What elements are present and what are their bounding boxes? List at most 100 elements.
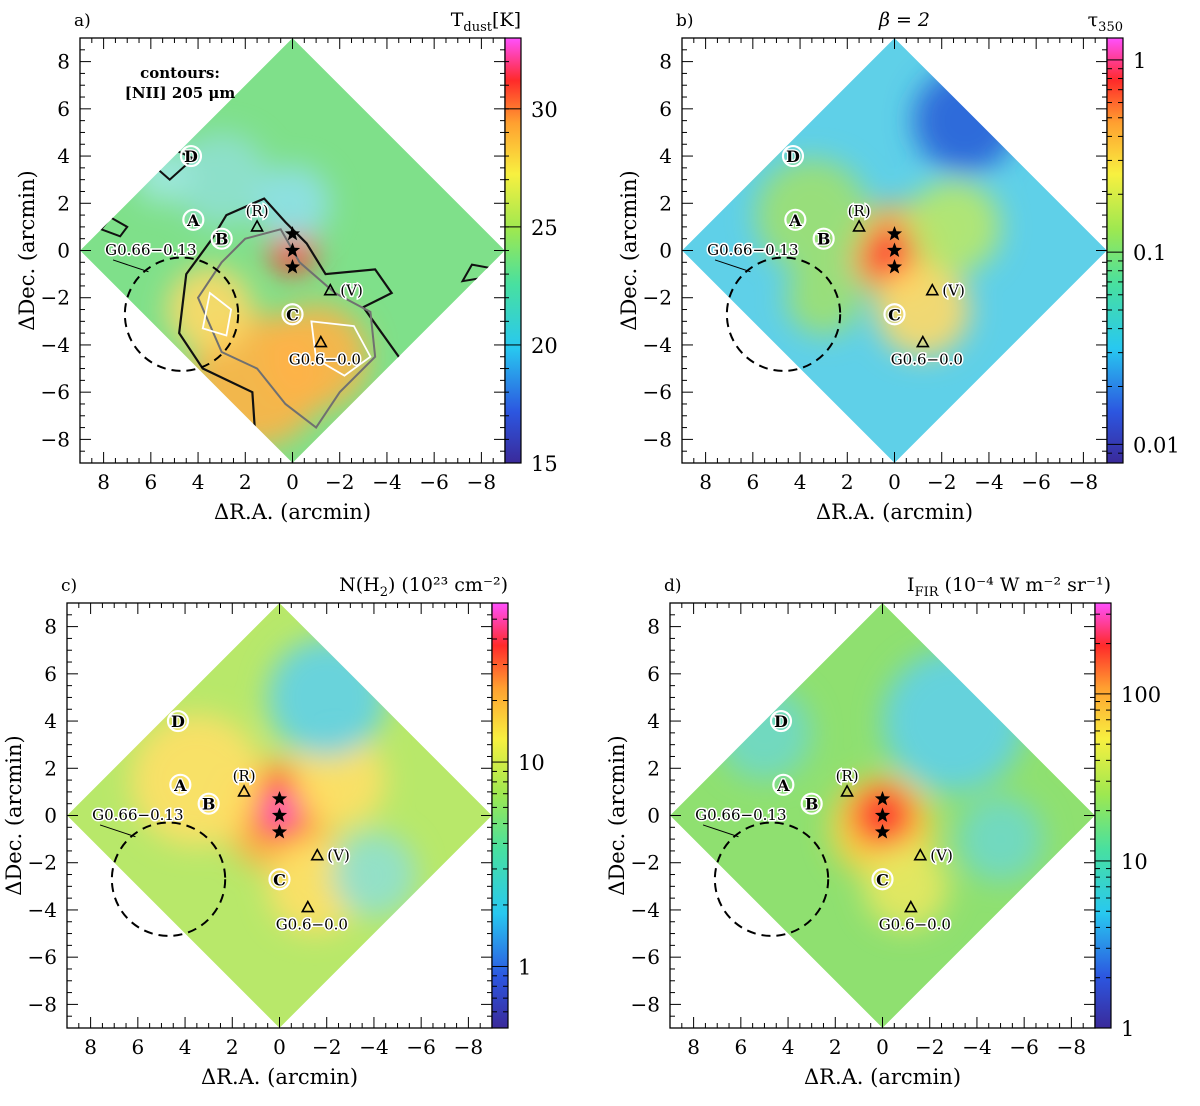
region-circle (713, 821, 830, 937)
emission-blob (863, 843, 949, 929)
panel-b: 8 6 4 2 0 −2 −4 −6 −8 8 6 4 2 0 −2 −4 −6 −8 ΔR.A. (arcmin)… (617, 9, 1180, 524)
map-emission (134, 132, 369, 447)
circle-leader-line (99, 824, 136, 838)
x-tick-label: 2 (239, 470, 252, 494)
x-tick-label: −6 (406, 1035, 435, 1059)
x-tick-label: −8 (467, 470, 496, 494)
panel-label: a) (74, 11, 91, 31)
source-label: B (817, 230, 831, 249)
x-tick-label: −4 (372, 470, 401, 494)
triangle-label: G0.6−0.0 (276, 916, 348, 934)
colorbar-ticks (1095, 613, 1111, 1029)
x-tick-label: −4 (359, 1035, 388, 1059)
x-tick-label: 0 (876, 1035, 889, 1059)
y-tick-label: 8 (57, 50, 70, 74)
emission-blob (134, 146, 191, 204)
x-tick-label: −8 (1069, 470, 1098, 494)
triangle-label: (V) (930, 847, 953, 865)
x-tick-label: −2 (325, 470, 354, 494)
y-tick-label: −8 (643, 427, 672, 451)
triangle-marker (925, 282, 940, 296)
panel-c: 8 6 4 2 0 −2 −4 −6 −8 8 6 4 2 0 −2 −4 −6 −8 ΔR.A. (arcmin)… (2, 574, 545, 1089)
triangle-marker (903, 899, 918, 913)
y-tick-label: −8 (28, 992, 57, 1016)
triangle-label: (V) (340, 282, 363, 300)
y-tick-label: 4 (44, 709, 57, 733)
panel-label: c) (61, 576, 77, 596)
panel-title: Tdust[K] (451, 9, 521, 35)
y-tick-label: 4 (57, 144, 70, 168)
emission-blob (254, 165, 331, 242)
star-marker (284, 226, 301, 241)
x-axis-label: ΔR.A. (arcmin) (214, 500, 371, 524)
y-tick-label: −2 (41, 286, 70, 310)
star-marker (271, 791, 288, 806)
x-tick-label: −2 (927, 470, 956, 494)
x-tick-label: −8 (454, 1035, 483, 1059)
colorbar-tick-label: 15 (531, 452, 558, 476)
source-label: D (774, 712, 788, 731)
colorbar (491, 602, 509, 1029)
source-circle (210, 227, 233, 250)
triangle-label: (V) (327, 847, 350, 865)
source-label: A (776, 776, 790, 795)
y-tick-label: −2 (631, 851, 660, 875)
emission-blob (167, 267, 253, 353)
x-tick-label: −2 (312, 1035, 341, 1059)
colorbar-tick-label: 25 (531, 216, 558, 240)
y-tick-label: 4 (659, 144, 672, 168)
y-tick-label: 6 (659, 97, 672, 121)
x-tick-label: 0 (273, 1035, 286, 1059)
x-tick-label: 6 (144, 470, 157, 494)
contour-middle (196, 228, 377, 430)
x-tick-label: 6 (734, 1035, 747, 1059)
star-marker (886, 259, 903, 274)
y-tick-label: −4 (631, 898, 660, 922)
star-marker (874, 807, 891, 822)
source-circle (281, 303, 304, 326)
x-axis-label: ΔR.A. (arcmin) (201, 1065, 358, 1089)
triangle-marker (840, 784, 854, 797)
emission-blob (717, 685, 812, 781)
emission-blob (755, 158, 869, 272)
emission-blob (331, 832, 417, 918)
triangle-label: (R) (836, 767, 859, 785)
x-tick-label: 0 (286, 470, 299, 494)
y-tick-label: 4 (647, 709, 660, 733)
circle-leader-line (714, 259, 751, 273)
x-tick-label: 8 (84, 1035, 97, 1059)
y-tick-label: 0 (57, 239, 70, 263)
x-axis-label: ΔR.A. (arcmin) (804, 1065, 961, 1089)
y-axis-label: ΔDec. (arcmin) (617, 170, 641, 330)
source-circle (800, 792, 823, 815)
contour-inner (310, 320, 372, 377)
source-circle (268, 868, 291, 891)
y-tick-label: −6 (41, 380, 70, 404)
y-tick-label: 2 (659, 191, 672, 215)
y-tick-label: −6 (631, 945, 660, 969)
triangle-label: (V) (942, 282, 965, 300)
triangle-label: (R) (848, 202, 871, 220)
star-marker (874, 791, 891, 806)
x-axis-label: ΔR.A. (arcmin) (816, 500, 973, 524)
source-label: A (186, 211, 200, 230)
axis-ticks (669, 602, 1096, 1029)
y-tick-label: 0 (44, 804, 57, 828)
y-axis-label: ΔDec. (arcmin) (2, 735, 26, 895)
source-circle (182, 208, 205, 231)
circle-leader-line (112, 259, 149, 273)
y-tick-label: 6 (57, 97, 70, 121)
x-tick-label: 2 (829, 1035, 842, 1059)
x-tick-label: 2 (226, 1035, 239, 1059)
y-tick-label: −6 (28, 945, 57, 969)
y-tick-label: −4 (41, 333, 70, 357)
y-axis-label: ΔDec. (arcmin) (15, 170, 39, 330)
colorbar (1094, 602, 1112, 1029)
x-tick-label: 6 (131, 1035, 144, 1059)
x-tick-label: 8 (687, 1035, 700, 1059)
triangle-marker (323, 282, 338, 296)
emission-blob (913, 68, 1018, 173)
circle-leader-line (702, 824, 739, 838)
source-circle (166, 709, 190, 733)
circle-label: G0.66−0.13 (695, 806, 786, 824)
